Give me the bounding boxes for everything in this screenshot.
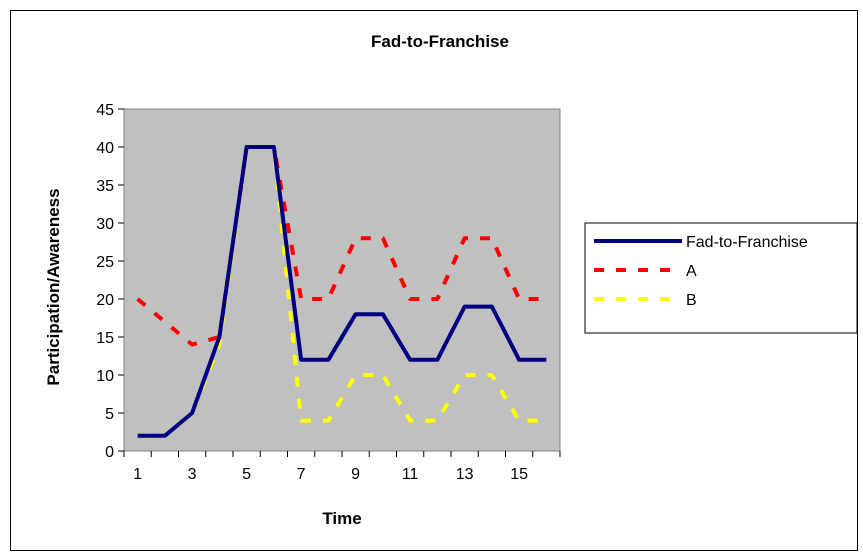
y-tick-label: 0: [105, 444, 114, 461]
y-tick-label: 10: [96, 368, 114, 385]
x-tick-label: 3: [188, 466, 197, 483]
y-tick-label: 5: [105, 406, 114, 423]
x-tick-label: 15: [510, 466, 528, 483]
x-axis-label: Time: [322, 509, 361, 528]
y-axis-label: Participation/Awareness: [44, 188, 63, 385]
y-tick-label: 35: [96, 178, 114, 195]
y-tick-label: 40: [96, 140, 114, 157]
y-tick-label: 25: [96, 254, 114, 271]
legend-label: B: [686, 292, 697, 309]
x-tick-label: 13: [456, 466, 474, 483]
y-tick-label: 20: [96, 292, 114, 309]
legend: Fad-to-Franchise AB: [584, 222, 858, 334]
legend-label: A: [686, 263, 697, 280]
legend-label: Fad-to-Franchise: [686, 234, 808, 251]
plot-area: [123, 108, 561, 452]
y-tick-label: 15: [96, 330, 114, 347]
series-line-fad-to-franchise: [137, 145, 547, 438]
series-layer: [136, 145, 547, 438]
y-axis: 0 5 10 15 20 25 30 35 40 45: [96, 102, 124, 461]
y-tick-label: 30: [96, 216, 114, 233]
y-tick-label: 45: [96, 102, 114, 119]
chart-title: Fad-to-Franchise: [371, 32, 509, 51]
x-tick-label: 1: [133, 466, 142, 483]
x-tick-label: 11: [402, 466, 419, 483]
x-axis: 1 3 5 7 9 11 13 15: [123, 451, 561, 483]
x-tick-label: 5: [242, 466, 251, 483]
series-line-a: [136, 145, 547, 347]
x-tick-label: 7: [297, 466, 306, 483]
series-line-b: [137, 145, 547, 438]
x-tick-label: 9: [351, 466, 360, 483]
